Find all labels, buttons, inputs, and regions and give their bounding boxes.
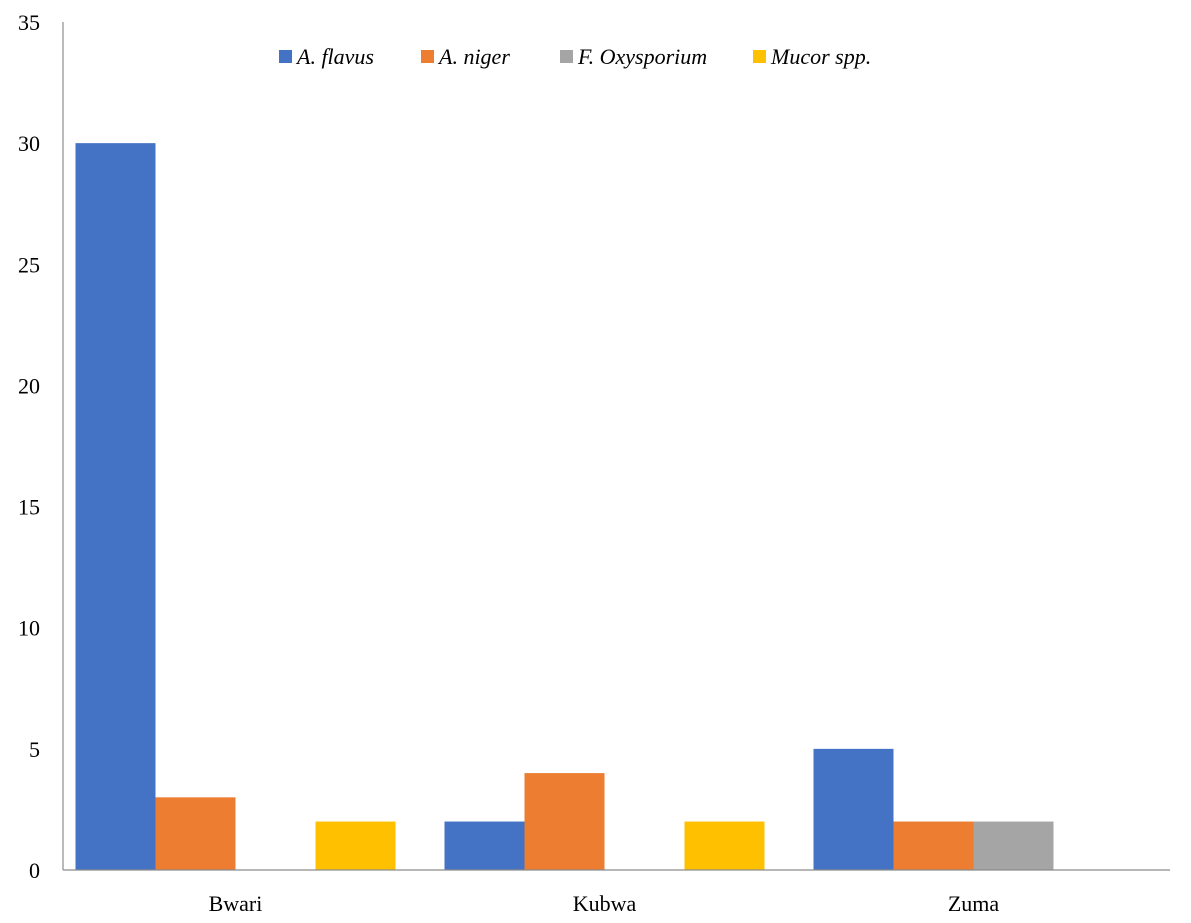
y-tick-label: 30 bbox=[18, 131, 40, 156]
legend-swatch bbox=[421, 50, 434, 63]
bar-bwari-0 bbox=[75, 143, 156, 871]
y-tick-label: 25 bbox=[18, 252, 40, 277]
legend-label: A. flavus bbox=[295, 44, 374, 69]
y-tick-label: 15 bbox=[18, 495, 40, 520]
legend-swatch bbox=[753, 50, 766, 63]
bar-bwari-1 bbox=[155, 797, 236, 870]
y-tick-label: 10 bbox=[18, 616, 40, 641]
bar-zuma-1 bbox=[893, 821, 974, 870]
legend-label: F. Oxysporium bbox=[577, 44, 707, 69]
x-tick-label: Bwari bbox=[209, 891, 263, 916]
legend-label: Mucor spp. bbox=[770, 44, 871, 69]
bar-kubwa-1 bbox=[524, 773, 605, 870]
bar-kubwa-3 bbox=[684, 821, 765, 870]
y-axis-ticks: 0 5 10 15 20 25 30 35 bbox=[18, 10, 40, 883]
y-tick-label: 0 bbox=[29, 858, 40, 883]
legend-label: A. niger bbox=[437, 44, 510, 69]
x-tick-label: Zuma bbox=[948, 891, 1000, 916]
bar-zuma-0 bbox=[813, 748, 894, 870]
x-axis-labels: Bwari Kubwa Zuma bbox=[209, 891, 1000, 916]
y-tick-label: 5 bbox=[29, 737, 40, 762]
bar-bwari-3 bbox=[315, 821, 396, 870]
y-tick-label: 35 bbox=[18, 10, 40, 35]
x-tick-label: Kubwa bbox=[573, 891, 637, 916]
bars bbox=[75, 143, 1054, 871]
legend: A. flavus A. niger F. Oxysporium Mucor spp. bbox=[279, 44, 871, 69]
legend-swatch bbox=[560, 50, 573, 63]
legend-swatch bbox=[279, 50, 292, 63]
bar-kubwa-0 bbox=[444, 821, 525, 870]
y-tick-label: 20 bbox=[18, 373, 40, 398]
bar-zuma-2 bbox=[973, 821, 1054, 870]
